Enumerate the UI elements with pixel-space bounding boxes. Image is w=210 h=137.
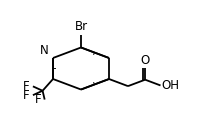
Text: OH: OH (161, 79, 180, 92)
Text: O: O (140, 54, 150, 67)
Text: F: F (23, 89, 30, 102)
Text: Br: Br (75, 20, 88, 33)
Text: F: F (35, 93, 42, 106)
Text: N: N (40, 44, 49, 57)
Text: F: F (23, 80, 30, 93)
